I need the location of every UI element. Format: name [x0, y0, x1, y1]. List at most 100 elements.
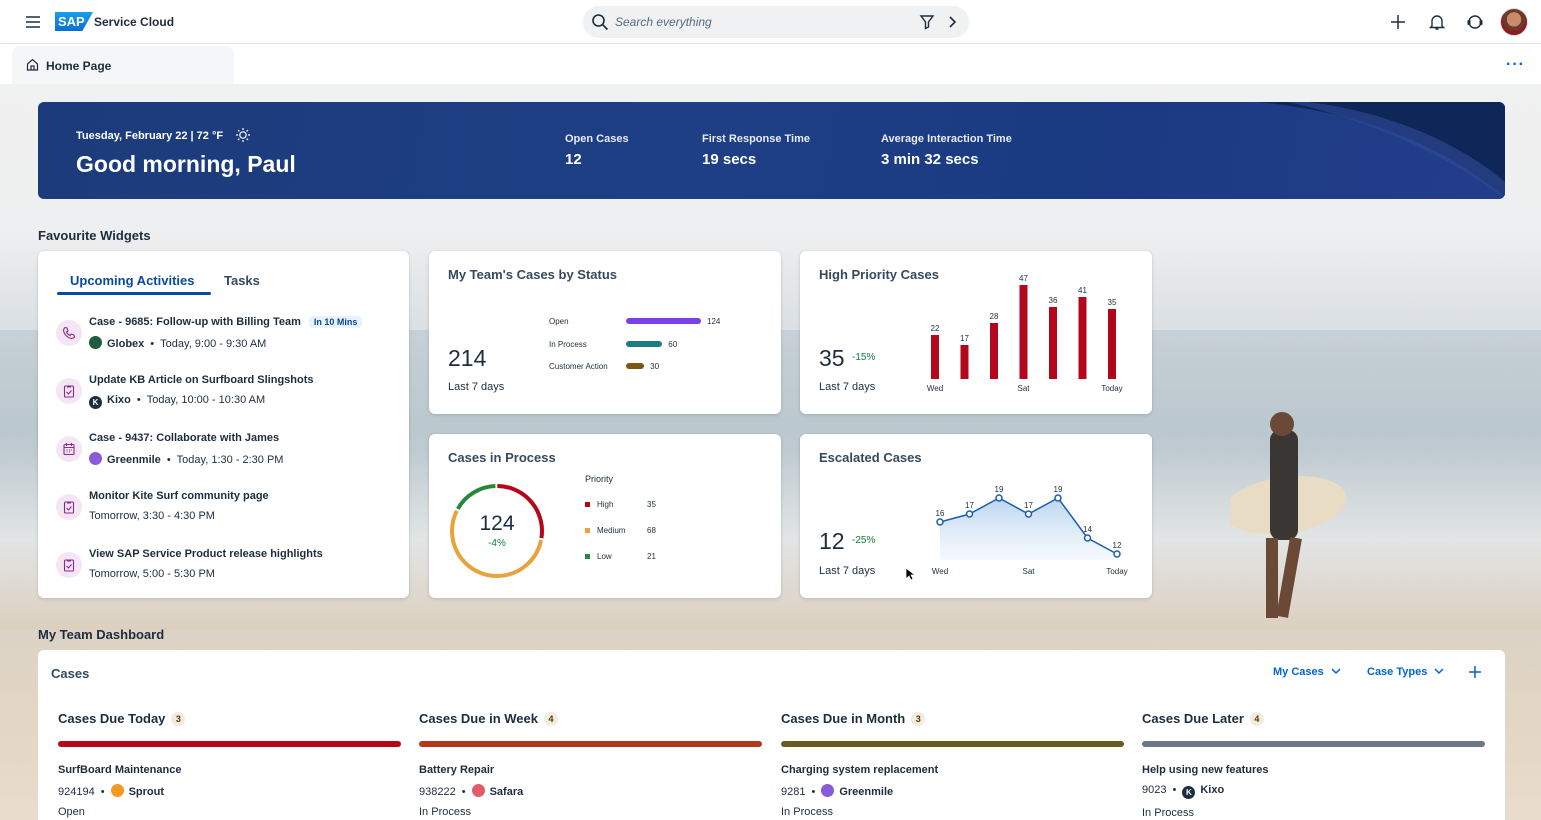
kpi-label: Average Interaction Time: [881, 133, 1012, 145]
case-name[interactable]: Help using new features: [1142, 764, 1269, 776]
activity-item[interactable]: Monitor Kite Surf community page Tomorro…: [56, 490, 396, 530]
escalated-area-chart: 16 Wed 17 19 17 Sat 19 14 12 Today: [932, 485, 1128, 576]
status-bar[interactable]: [626, 340, 663, 347]
status-bar[interactable]: [626, 363, 645, 369]
data-point[interactable]: [1113, 550, 1121, 558]
menu-icon[interactable]: [24, 13, 42, 31]
point-value-label: 19: [1054, 485, 1063, 494]
bar-value-label: 36: [1049, 296, 1058, 305]
x-tick-label: Wed: [927, 384, 943, 393]
data-point[interactable]: [965, 510, 974, 518]
point-value-label: 17: [1024, 501, 1033, 510]
cases-in-process-card[interactable]: Cases in Process 124 -4% Priority High 35…: [429, 434, 781, 598]
legend-value: 21: [647, 552, 656, 561]
kpi-value: 19 secs: [702, 151, 757, 168]
case-name[interactable]: Charging system replacement: [781, 764, 939, 776]
priority-bar[interactable]: [990, 323, 998, 379]
card-title: My Team's Cases by Status: [448, 267, 618, 282]
chevron-right-icon[interactable]: [945, 15, 959, 29]
bar-value-label: 124: [707, 317, 721, 326]
cases-due-in-week-column: Cases Due in Week 4 Battery Repair 938222…: [419, 710, 762, 818]
case-name[interactable]: Battery Repair: [419, 764, 495, 776]
data-point[interactable]: [936, 518, 944, 526]
bar-value-label: 35: [1108, 298, 1117, 307]
x-tick-label: Sat: [1022, 567, 1035, 576]
data-point[interactable]: [1024, 510, 1033, 518]
escalated-cases-card[interactable]: Escalated Cases 12 -25% Last 7 days 16 We…: [800, 434, 1152, 598]
mouse-cursor-icon: [905, 567, 915, 581]
add-case-icon[interactable]: [1468, 665, 1482, 679]
priority-bar[interactable]: [1078, 297, 1087, 379]
kixo-logo-icon: K: [89, 396, 102, 409]
date-weather: Tuesday, February 22 | 72 °F: [76, 130, 224, 142]
data-point[interactable]: [995, 494, 1003, 502]
greenmile-logo-icon: [89, 452, 102, 465]
case-name[interactable]: SurfBoard Maintenance: [58, 764, 182, 776]
add-icon[interactable]: [1388, 12, 1408, 32]
tab-upcoming-activities[interactable]: Upcoming Activities: [70, 273, 195, 288]
activity-type-icon: [56, 436, 82, 462]
my-cases-dropdown[interactable]: My Cases: [1273, 666, 1341, 678]
data-point[interactable]: [1083, 534, 1092, 542]
shell-bar: SAP Service Cloud: [0, 0, 1541, 44]
priority-bar[interactable]: [960, 345, 969, 379]
donut-segment[interactable]: [450, 484, 544, 578]
notification-bell-icon[interactable]: [1427, 12, 1447, 32]
greeting: Good morning, Paul: [76, 151, 296, 177]
kixo-logo-icon: K: [1182, 786, 1196, 799]
priority-bar[interactable]: [1049, 307, 1057, 379]
column-header: Cases Due in Month 3: [781, 710, 1124, 728]
legend-value: 35: [647, 500, 656, 509]
activity-item[interactable]: Update KB Article on Surfboard Slingshot…: [56, 374, 396, 414]
activity-item[interactable]: View SAP Service Product release highlig…: [56, 548, 396, 588]
sap-logo[interactable]: SAP: [55, 12, 93, 31]
team-cases-by-status-card[interactable]: My Team's Cases by Status 214 Last 7 day…: [429, 251, 781, 414]
priority-bar[interactable]: [1108, 309, 1116, 379]
point-value-label: 12: [1113, 541, 1122, 550]
kpi-label: First Response Time: [702, 133, 810, 145]
filter-icon[interactable]: [919, 14, 935, 30]
greenmile-logo-icon: [821, 784, 835, 797]
period-label: Last 7 days: [819, 381, 876, 393]
support-headset-icon[interactable]: [1465, 12, 1485, 32]
area-fill: [940, 498, 1117, 560]
tab-tasks[interactable]: Tasks: [224, 273, 260, 288]
banner-wave-decoration: [1258, 102, 1505, 199]
activity-item[interactable]: Case - 9437: Collaborate with James Gree…: [56, 432, 396, 472]
activity-title: Monitor Kite Surf community page: [89, 490, 269, 502]
bar-value-label: 47: [1019, 274, 1028, 283]
bar-value-label: 41: [1078, 286, 1087, 295]
activity-item[interactable]: Case - 9685: Follow-up with Billing Team…: [56, 316, 396, 356]
case-status: In Process: [1142, 807, 1194, 819]
time-badge: In 10 Mins: [308, 316, 363, 328]
legend-title: Priority: [585, 474, 614, 484]
donut-total: 124: [479, 512, 515, 535]
task-icon: [63, 501, 75, 514]
user-avatar[interactable]: [1500, 8, 1528, 36]
priority-bar[interactable]: [931, 335, 939, 379]
calendar-icon: [63, 443, 75, 456]
count-badge: 3: [171, 712, 186, 726]
legend-label: Medium: [597, 526, 626, 535]
total-value: 214: [448, 345, 487, 371]
home-icon: [26, 58, 39, 71]
case-types-dropdown[interactable]: Case Types: [1367, 666, 1444, 678]
case-status: Open: [58, 806, 85, 818]
high-priority-cases-card[interactable]: High Priority Cases 35 -15% Last 7 days …: [800, 251, 1152, 414]
search-icon[interactable]: [591, 13, 609, 31]
search-input[interactable]: [615, 12, 895, 32]
column-header: Cases Due in Week 4: [419, 710, 762, 728]
bar-value-label: 22: [931, 324, 940, 333]
priority-bar[interactable]: [1019, 285, 1028, 379]
column-header: Cases Due Today 3: [58, 710, 401, 728]
donut-segment[interactable]: [450, 484, 544, 578]
activity-details: Globex • Today, 9:00 - 9:30 AM: [89, 336, 266, 350]
kpi-value: 12: [565, 151, 582, 168]
more-options-icon[interactable]: ···: [1506, 56, 1525, 73]
tab-home-page[interactable]: Home Page: [12, 46, 234, 84]
status-bar[interactable]: [626, 318, 701, 324]
search-bar: [583, 6, 969, 38]
data-point[interactable]: [1054, 494, 1062, 502]
bar-value-label: 60: [668, 339, 678, 349]
column-color-bar: [58, 741, 401, 747]
